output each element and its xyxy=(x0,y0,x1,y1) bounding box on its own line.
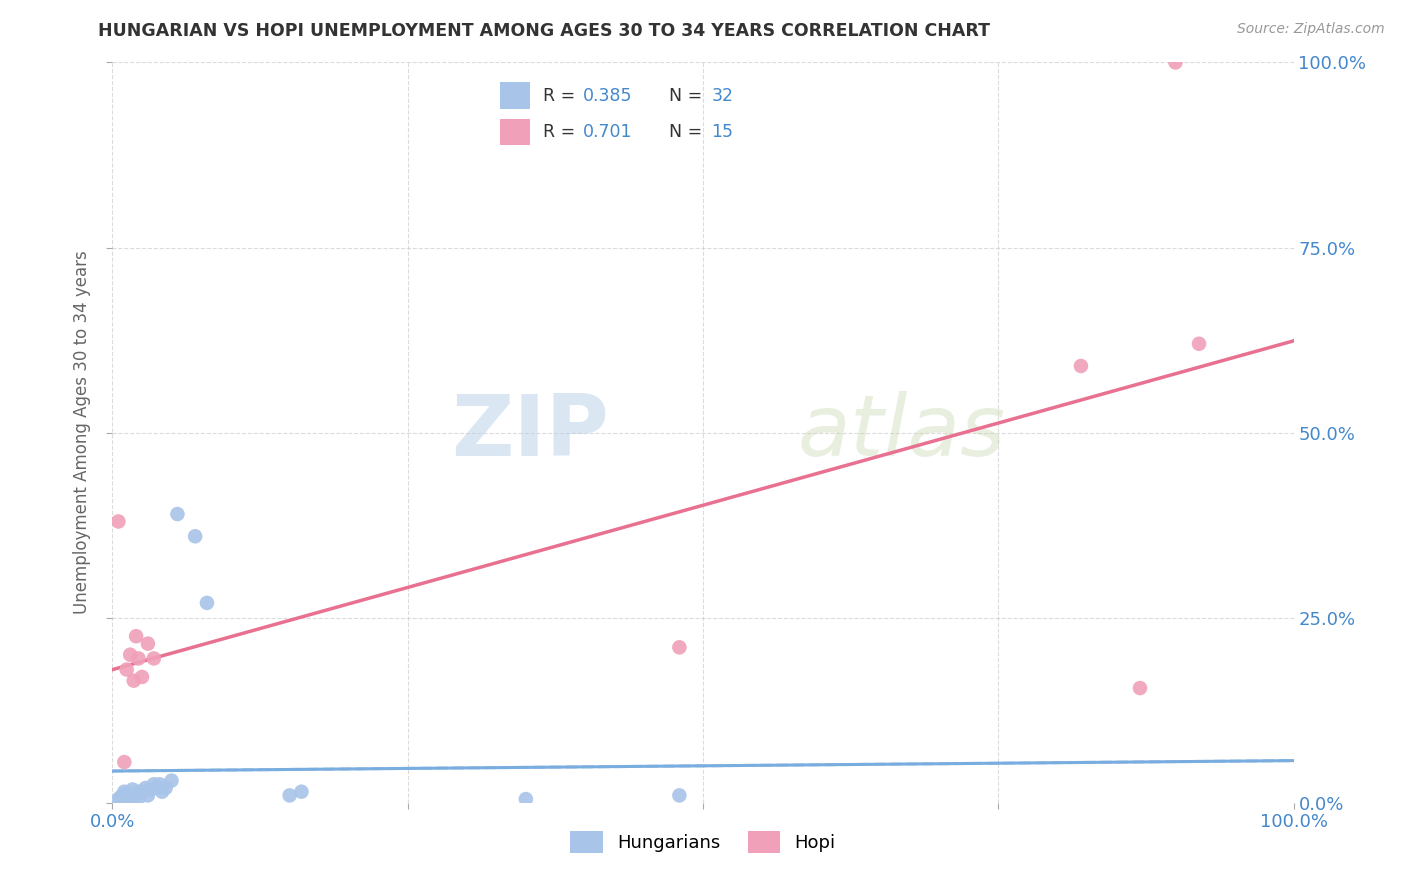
Point xyxy=(1070,359,1092,373)
Point xyxy=(1129,681,1152,695)
Point xyxy=(139,782,162,797)
Point xyxy=(160,773,183,788)
Point xyxy=(117,787,139,801)
Point xyxy=(142,651,165,665)
Text: HUNGARIAN VS HOPI UNEMPLOYMENT AMONG AGES 30 TO 34 YEARS CORRELATION CHART: HUNGARIAN VS HOPI UNEMPLOYMENT AMONG AGE… xyxy=(98,22,990,40)
Point xyxy=(127,651,149,665)
Point xyxy=(125,787,148,801)
Point xyxy=(110,789,132,804)
Point xyxy=(155,780,177,795)
Point xyxy=(149,777,172,791)
Point xyxy=(290,785,312,799)
Point xyxy=(278,789,301,803)
Y-axis label: Unemployment Among Ages 30 to 34 years: Unemployment Among Ages 30 to 34 years xyxy=(73,251,91,615)
Point xyxy=(127,785,149,799)
Point xyxy=(122,790,145,805)
Point xyxy=(668,789,690,803)
Point xyxy=(112,785,135,799)
Text: atlas: atlas xyxy=(797,391,1005,475)
Point xyxy=(1164,55,1187,70)
Point xyxy=(150,785,173,799)
Point xyxy=(142,777,165,791)
Text: Source: ZipAtlas.com: Source: ZipAtlas.com xyxy=(1237,22,1385,37)
Point xyxy=(146,780,169,795)
Point xyxy=(112,789,135,803)
Point xyxy=(107,515,129,529)
Point xyxy=(111,794,134,808)
Point xyxy=(120,792,142,806)
Point xyxy=(136,637,159,651)
Point xyxy=(115,663,138,677)
Point xyxy=(122,673,145,688)
Point xyxy=(120,789,142,803)
Point xyxy=(112,791,135,805)
Point xyxy=(136,789,159,803)
Point xyxy=(131,670,153,684)
Point xyxy=(120,648,142,662)
Point xyxy=(112,755,135,769)
Point xyxy=(128,789,150,804)
Point xyxy=(195,596,218,610)
Point xyxy=(107,792,129,806)
Legend: Hungarians, Hopi: Hungarians, Hopi xyxy=(564,824,842,861)
Point xyxy=(166,507,188,521)
Point xyxy=(121,782,143,797)
Text: ZIP: ZIP xyxy=(451,391,609,475)
Point xyxy=(115,789,138,804)
Point xyxy=(135,780,157,795)
Point xyxy=(1188,336,1211,351)
Point xyxy=(184,529,207,543)
Point xyxy=(515,792,537,806)
Point xyxy=(668,640,690,655)
Point xyxy=(125,629,148,643)
Point xyxy=(131,785,153,799)
